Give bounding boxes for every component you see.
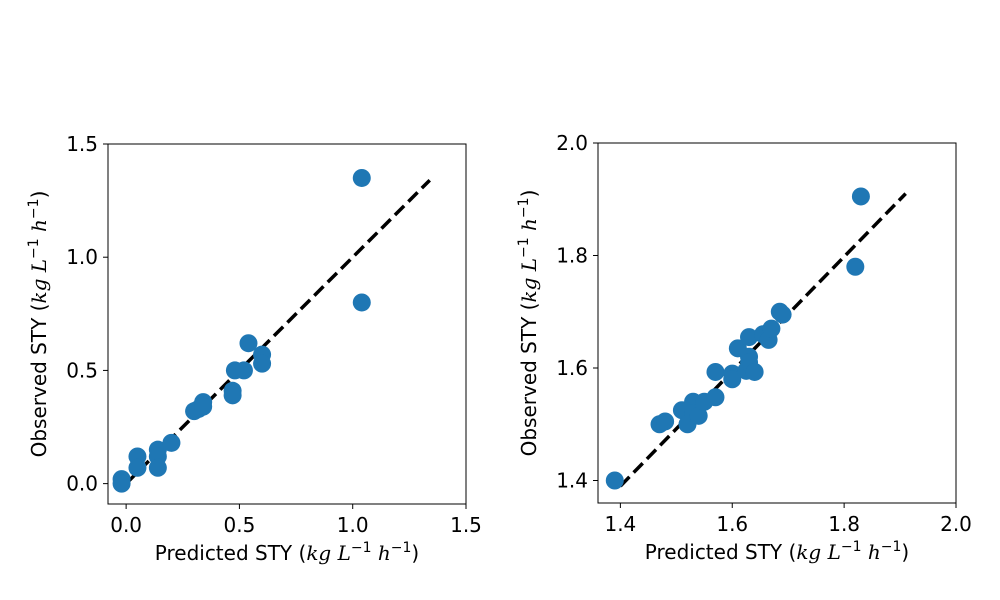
x-axis-label-unit-h: h bbox=[372, 541, 391, 565]
data-point bbox=[253, 354, 272, 373]
y-tick-label: 1.8 bbox=[556, 244, 588, 268]
data-point bbox=[148, 458, 167, 477]
x-axis-label-text: Predicted STY ( bbox=[155, 541, 307, 565]
data-point bbox=[239, 334, 258, 353]
data-point bbox=[851, 187, 870, 206]
data-point bbox=[223, 386, 242, 405]
y-axis-label-unit-h-exponent: −1 bbox=[26, 198, 42, 219]
data-point bbox=[723, 370, 742, 389]
y-axis-label-unit-kg: kg bbox=[517, 271, 541, 302]
data-point bbox=[352, 293, 371, 312]
data-point bbox=[706, 388, 725, 407]
x-tick-label: 1.4 bbox=[604, 512, 636, 536]
y-axis-label-close: ) bbox=[517, 190, 541, 198]
y-tick-label: 1.6 bbox=[556, 356, 588, 380]
data-point bbox=[706, 362, 725, 381]
x-axis-label-unit-L: L bbox=[827, 540, 841, 564]
x-tick-label: 2.0 bbox=[940, 512, 972, 536]
data-point bbox=[762, 319, 781, 338]
x-axis-label-unit-h: h bbox=[862, 540, 881, 564]
x-tick-label: 0.0 bbox=[110, 513, 142, 537]
x-tick-label: 1.6 bbox=[716, 512, 748, 536]
data-point bbox=[234, 361, 253, 380]
data-point bbox=[846, 257, 865, 276]
y-axis-label-text: Observed STY ( bbox=[517, 303, 541, 457]
y-tick-label: 0.5 bbox=[66, 358, 98, 382]
data-point bbox=[745, 362, 764, 381]
y-axis-label-unit-L-exponent: −1 bbox=[26, 238, 42, 259]
y-tick-label: 1.5 bbox=[66, 132, 98, 156]
x-axis-label-text: Predicted STY ( bbox=[645, 540, 797, 564]
data-point bbox=[162, 433, 181, 452]
y-tick-label: 0.0 bbox=[66, 472, 98, 496]
axes-frame bbox=[597, 142, 957, 504]
data-point bbox=[128, 458, 147, 477]
y-axis-label: Observed STY (kg L−1 h−1) bbox=[516, 190, 541, 457]
y-axis-label-unit-h: h bbox=[517, 218, 541, 237]
y-tick-label: 2.0 bbox=[556, 131, 588, 155]
x-tick-label: 1.5 bbox=[450, 513, 482, 537]
x-axis-label-unit-kg: kg bbox=[306, 541, 337, 565]
x-axis-label-close: ) bbox=[411, 541, 419, 565]
x-tick-label: 1.8 bbox=[828, 512, 860, 536]
y-axis-label-text: Observed STY ( bbox=[27, 304, 51, 458]
x-axis-label-unit-h-exponent: −1 bbox=[881, 539, 902, 555]
identity-reference-line bbox=[619, 192, 907, 488]
y-axis-label-unit-h: h bbox=[27, 219, 51, 238]
x-axis-label: Predicted STY (kg L−1 h−1) bbox=[645, 539, 909, 564]
data-point bbox=[689, 406, 708, 425]
y-axis-label-unit-L: L bbox=[27, 259, 51, 273]
y-axis-label-unit-L-exponent: −1 bbox=[516, 237, 532, 258]
x-axis-label-unit-L-exponent: −1 bbox=[351, 540, 372, 556]
x-axis-label: Predicted STY (kg L−1 h−1) bbox=[155, 540, 419, 565]
y-tick-label: 1.0 bbox=[66, 245, 98, 269]
x-axis-label-unit-L-exponent: −1 bbox=[841, 539, 862, 555]
data-point bbox=[194, 397, 213, 416]
y-axis-label-unit-h-exponent: −1 bbox=[516, 197, 532, 218]
data-point bbox=[352, 168, 371, 187]
data-point bbox=[773, 305, 792, 324]
x-axis-label-unit-kg: kg bbox=[796, 540, 827, 564]
data-point bbox=[740, 328, 759, 347]
y-axis-label-unit-kg: kg bbox=[27, 272, 51, 303]
data-point bbox=[605, 471, 624, 490]
y-axis-label: Observed STY (kg L−1 h−1) bbox=[26, 191, 51, 458]
x-axis-label-unit-h-exponent: −1 bbox=[391, 540, 412, 556]
y-axis-label-unit-L: L bbox=[517, 258, 541, 272]
x-axis-label-close: ) bbox=[901, 540, 909, 564]
data-point bbox=[112, 474, 131, 493]
identity-reference-line bbox=[124, 178, 431, 485]
y-tick-label: 1.4 bbox=[556, 469, 588, 493]
x-tick-label: 1.0 bbox=[337, 513, 369, 537]
data-point bbox=[656, 412, 675, 431]
axes-frame bbox=[107, 143, 467, 505]
x-tick-label: 0.5 bbox=[224, 513, 256, 537]
x-axis-label-unit-L: L bbox=[337, 541, 351, 565]
y-axis-label-close: ) bbox=[27, 191, 51, 199]
